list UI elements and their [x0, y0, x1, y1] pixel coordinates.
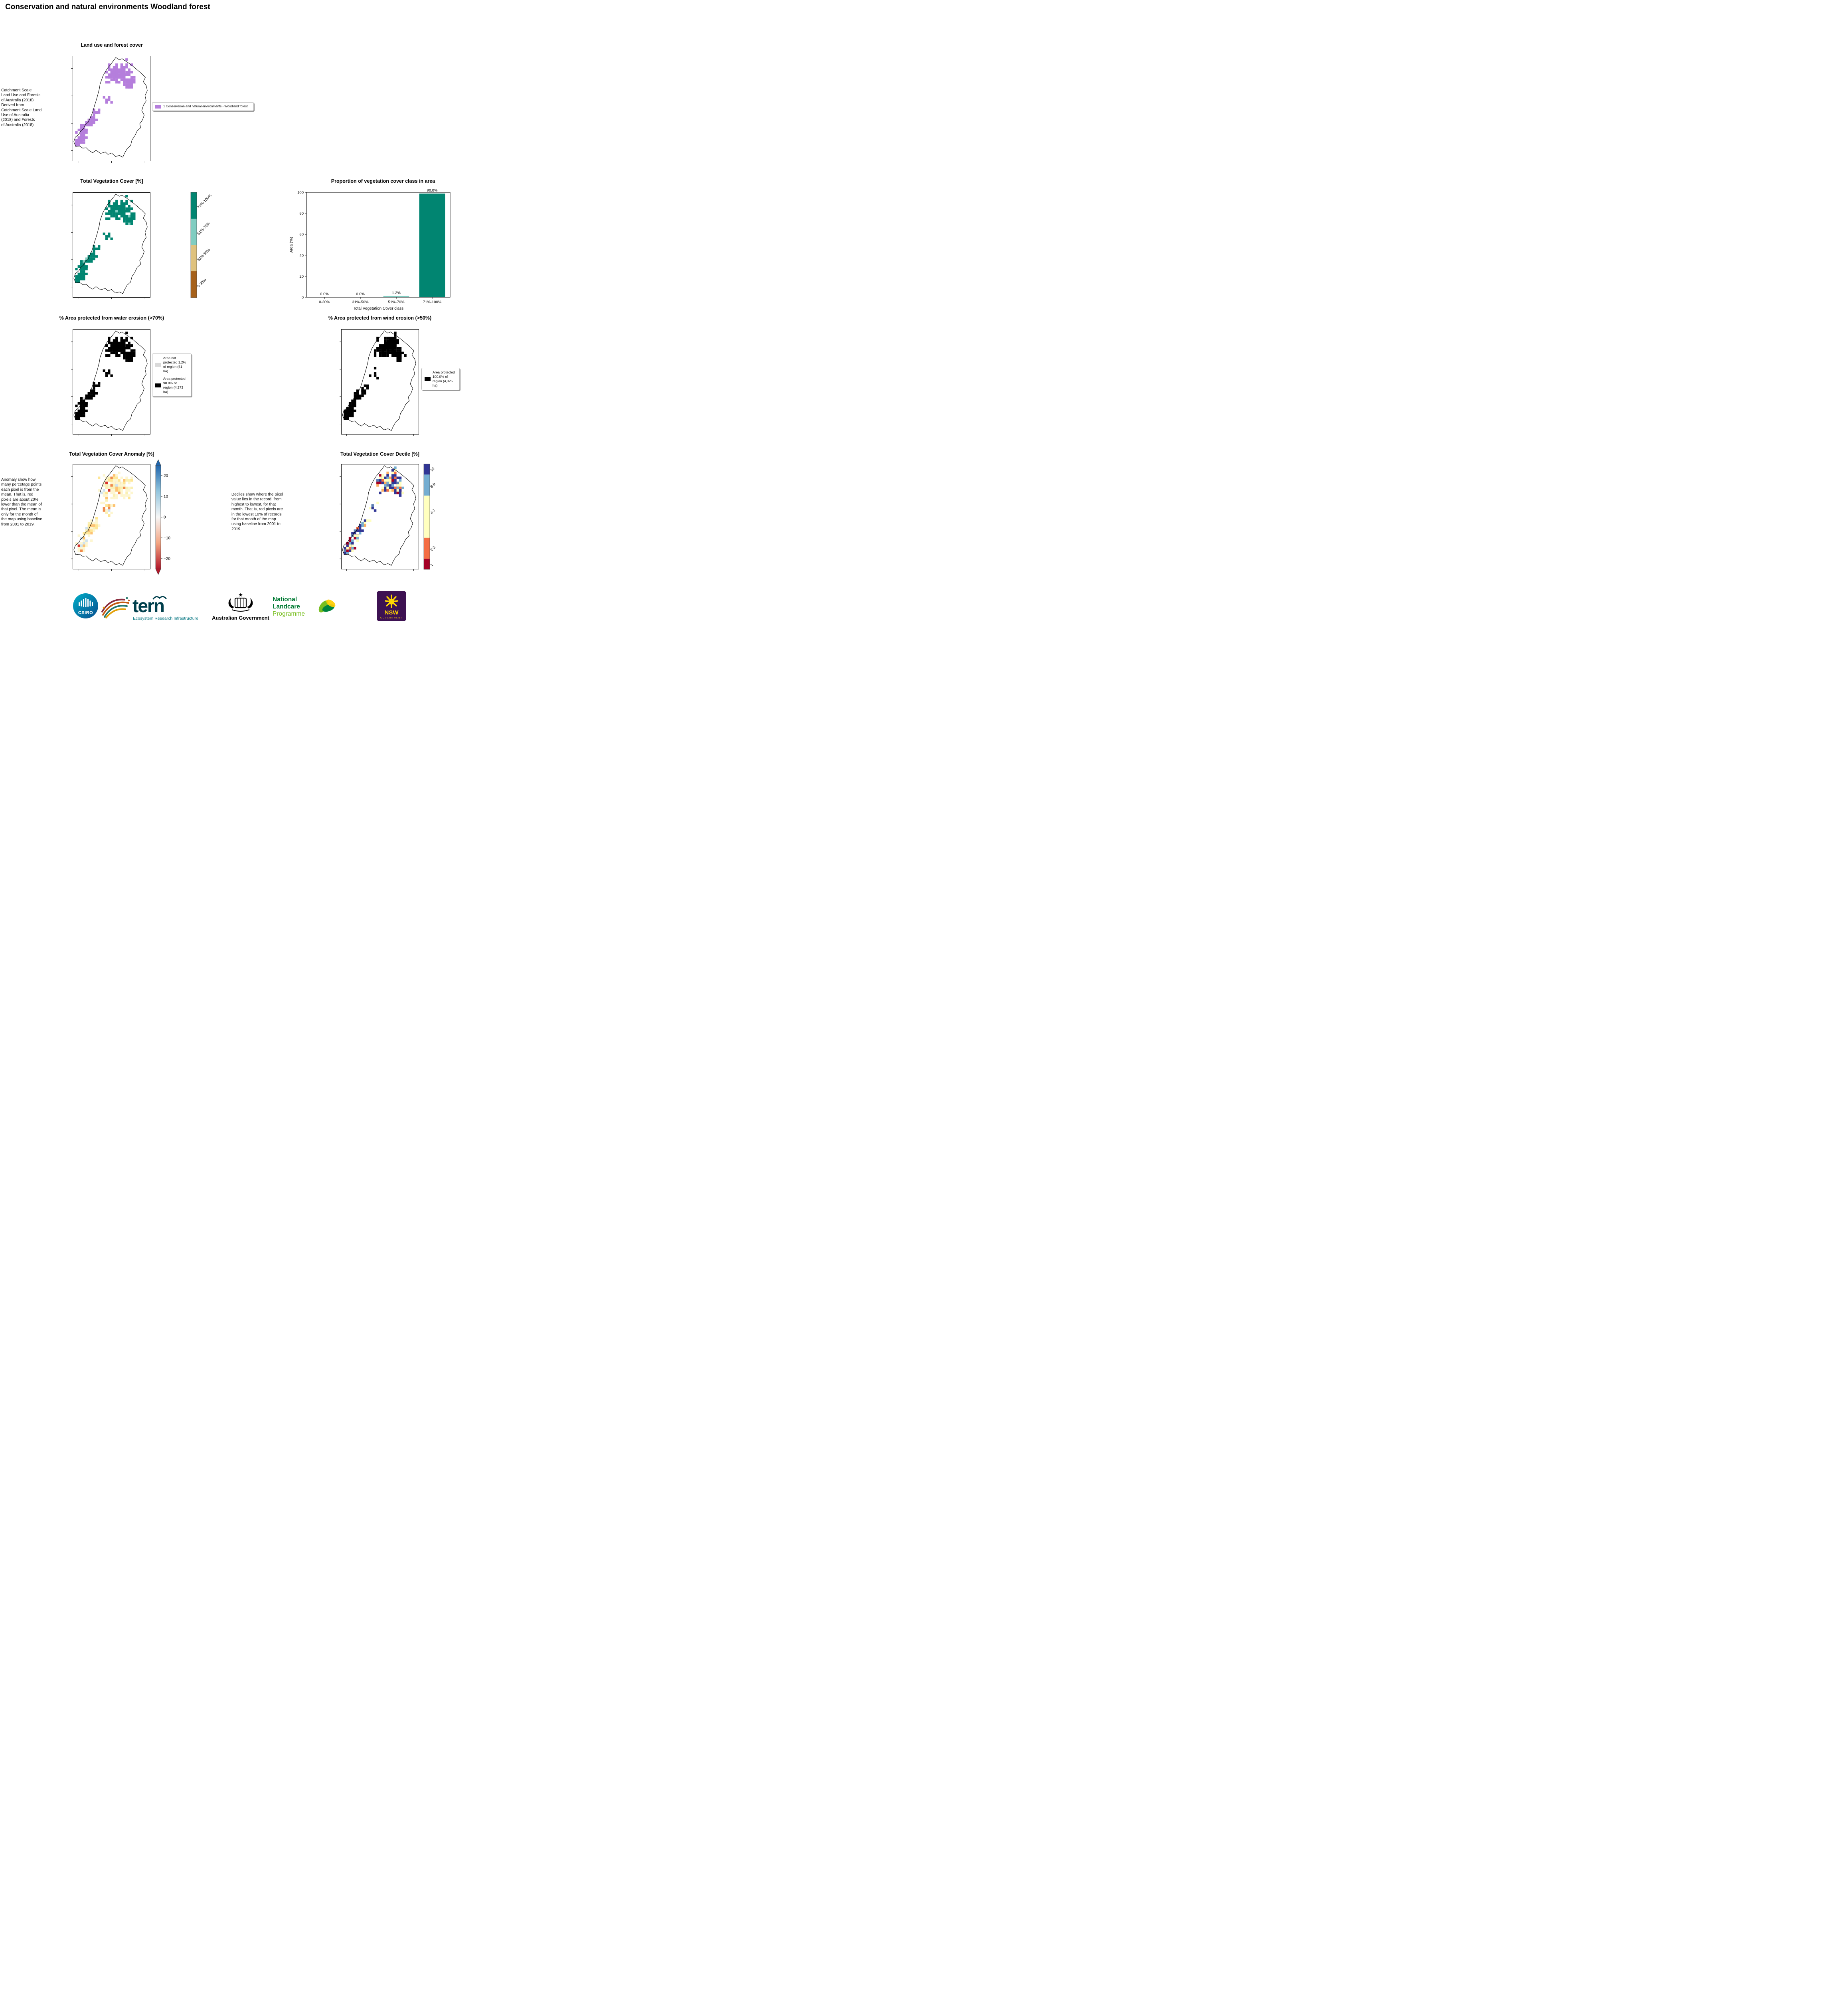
svg-text:31%-50%: 31%-50%: [352, 300, 369, 304]
landuse-map: [71, 56, 150, 163]
svg-text:1.2%: 1.2%: [392, 291, 401, 295]
landuse-caption: Catchment Scale Land Use and Forests of Au…: [1, 88, 42, 127]
wind-erosion-map: [340, 329, 419, 436]
svg-text:40: 40: [299, 253, 304, 258]
svg-text:8-9: 8-9: [429, 482, 436, 489]
svg-text:Total Vegetation Cover class: Total Vegetation Cover class: [353, 306, 403, 311]
crest-banner: [231, 609, 250, 612]
vegcover-map: [71, 192, 150, 299]
landuse-legend: 1 Conservation and natural environments …: [152, 102, 254, 111]
svg-text:0: 0: [302, 296, 304, 300]
vegcover-colorbar: 71%-100% 51%-70% 31%-50% 0-30%: [190, 192, 213, 298]
protected-swatch: [155, 383, 161, 388]
tern-subtitle: Ecosystem Research Infrastructure: [133, 616, 198, 621]
australian-government-label: Australian Government: [212, 615, 269, 621]
svg-text:Area (%): Area (%): [289, 237, 294, 253]
crest-kangaroo-icon: [228, 598, 234, 608]
tern-bird-icon: [152, 596, 167, 600]
anomaly-colorbar: 20 10 0 −10 −20: [155, 459, 170, 575]
crest-emu-icon: [247, 598, 253, 608]
water-erosion-map: [71, 329, 150, 436]
svg-text:71%-100%: 71%-100%: [196, 193, 213, 209]
waratah-center: [389, 599, 394, 604]
svg-text:0.0%: 0.0%: [356, 292, 365, 296]
anomaly-map: [71, 464, 150, 571]
svg-text:71%-100%: 71%-100%: [423, 300, 442, 304]
svg-text:80: 80: [299, 211, 304, 216]
svg-text:31%-50%: 31%-50%: [196, 247, 211, 262]
landcare-leaves-icon: [318, 599, 336, 612]
tern-label: tern: [132, 595, 164, 616]
wind-protected-label: Area protected 100.0% of region (4,325 h…: [433, 370, 455, 388]
svg-text:1: 1: [429, 563, 434, 568]
wind-erosion-legend: Area protected 100.0% of region (4,325 h…: [421, 368, 460, 391]
svg-text:60: 60: [299, 233, 304, 237]
decile-colorbar: 10 8-9 4-7 2-3 1: [423, 464, 437, 570]
protected-label: Area protected 98.8% of region (4,273 ha…: [163, 377, 186, 394]
not-protected-swatch: [155, 363, 161, 367]
proportion-bar-chart: 0 20 40 60 80 100 0-30% 0.0% 31%-50% 0.0% 51%-70% 1…: [289, 188, 451, 311]
svg-text:10: 10: [164, 495, 168, 499]
landuse-legend-swatch: [155, 105, 161, 109]
svg-text:100: 100: [297, 191, 304, 195]
landcare-line2: Landcare: [273, 603, 300, 610]
csiro-label: CSIRO: [78, 610, 93, 615]
decile-map: [340, 464, 419, 571]
not-protected-label: Area not protected 1.2% of region (51 ha…: [163, 356, 186, 373]
water-erosion-title: % Area protected from water erosion (>70…: [59, 315, 164, 321]
nsw-sub-label: GOVERNMENT: [380, 617, 403, 619]
national-landcare-logo: National Landcare Programme: [273, 596, 336, 617]
water-erosion-legend: Area not protected 1.2% of region (51 ha…: [152, 354, 192, 397]
landuse-legend-label: 1 Conservation and natural environments …: [163, 105, 248, 108]
landcare-line3: Programme: [273, 610, 305, 617]
svg-text:51%-70%: 51%-70%: [388, 300, 405, 304]
proportion-title: Proportion of vegetation cover class in …: [331, 178, 435, 184]
svg-text:0-30%: 0-30%: [319, 300, 330, 304]
svg-text:0.0%: 0.0%: [320, 292, 329, 296]
svg-text:0-30%: 0-30%: [196, 278, 208, 289]
csiro-logo: CSIRO: [73, 593, 98, 618]
svg-text:−20: −20: [164, 557, 170, 561]
report-page: Conservation and natural environments Wo…: [0, 0, 462, 630]
nsw-government-logo: NSW GOVERNMENT: [377, 591, 406, 621]
nsw-label: NSW: [385, 609, 399, 616]
svg-text:0: 0: [164, 516, 166, 520]
svg-text:51%-70%: 51%-70%: [196, 221, 211, 236]
tern-logo: tern Ecosystem Research Infrastructure: [132, 595, 198, 621]
anomaly-caption: Anomaly show how many percetage points e…: [1, 478, 42, 527]
svg-text:4-7: 4-7: [429, 508, 436, 515]
wind-erosion-title: % Area protected from wind erosion (>50%…: [328, 315, 432, 321]
landuse-title: Land use and forest cover: [81, 42, 143, 48]
wind-protected-swatch: [425, 377, 431, 381]
svg-text:10: 10: [429, 466, 435, 472]
wind-legend-protected: Area protected 100.0% of region (4,325 h…: [425, 370, 455, 388]
crest-shield-stripes: [237, 598, 244, 608]
page-title: Conservation and natural environments Wo…: [5, 3, 210, 11]
csiro-wave-icon: [79, 598, 93, 607]
svg-text:−10: −10: [164, 536, 170, 541]
crest-star-icon: ★: [238, 592, 243, 598]
vegcover-title: Total Vegetation Cover [%]: [80, 178, 143, 184]
anomaly-title: Total Vegetation Cover Anomaly [%]: [69, 451, 154, 457]
decile-caption: Deciles show where the pixel value lies …: [231, 492, 283, 531]
water-legend-not-protected: Area not protected 1.2% of region (51 ha…: [155, 356, 186, 373]
water-legend-protected: Area protected 98.8% of region (4,273 ha…: [155, 377, 186, 394]
svg-text:2-3: 2-3: [429, 545, 436, 552]
svg-text:98.8%: 98.8%: [427, 188, 438, 193]
indigenous-art-icon: [101, 597, 130, 618]
svg-text:20: 20: [299, 275, 304, 279]
australian-government-crest: ★ Australian Government: [212, 592, 269, 621]
decile-title: Total Vegetation Cover Decile [%]: [340, 451, 419, 457]
landcare-line1: National: [273, 596, 297, 603]
svg-text:20: 20: [164, 474, 168, 478]
